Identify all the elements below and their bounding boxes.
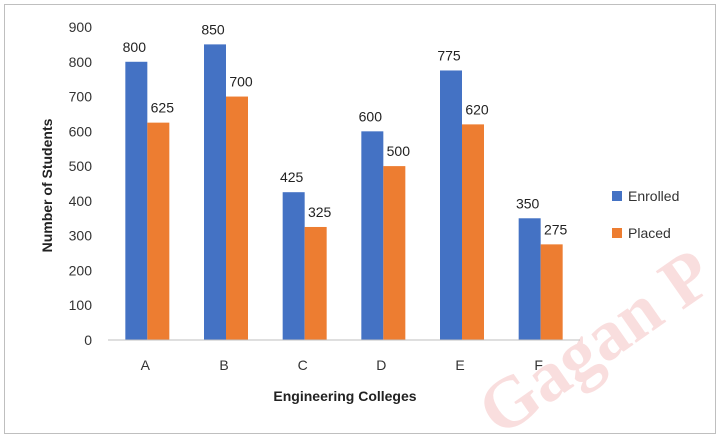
y-tick-label: 800 — [69, 54, 93, 70]
data-label-placed-f: 275 — [544, 221, 568, 237]
data-label-placed-c: 325 — [308, 204, 332, 220]
legend-label-placed: Placed — [628, 225, 671, 241]
bar-enrolled-f — [518, 218, 541, 340]
legend-label-enrolled: Enrolled — [628, 188, 679, 204]
bar-enrolled-c — [282, 192, 305, 340]
x-tick-label: F — [534, 357, 543, 373]
data-label-placed-a: 625 — [151, 100, 175, 116]
y-tick-label: 300 — [69, 228, 93, 244]
legend-swatch-placed — [612, 228, 622, 238]
bar-enrolled-b — [204, 44, 226, 341]
data-label-enrolled-e: 775 — [437, 47, 461, 63]
data-label-enrolled-c: 425 — [280, 169, 304, 185]
x-axis-title: Engineering Colleges — [273, 388, 416, 404]
bar-placed-a — [147, 122, 170, 340]
bar-enrolled-d — [361, 131, 384, 340]
x-tick-label: E — [455, 357, 464, 373]
data-label-enrolled-b: 850 — [201, 21, 225, 37]
bar-placed-f — [540, 244, 563, 340]
y-tick-label: 900 — [69, 19, 93, 35]
x-axis-ticks: A B C D E F — [141, 357, 543, 373]
watermark: Gagan P — [463, 233, 722, 438]
x-tick-label: D — [376, 357, 386, 373]
y-tick-label: 700 — [69, 89, 93, 105]
data-label-enrolled-f: 350 — [516, 195, 540, 211]
bar-placed-c — [304, 226, 327, 340]
y-tick-label: 400 — [69, 193, 93, 209]
legend: Enrolled Placed — [612, 188, 679, 241]
bar-placed-e — [462, 124, 484, 340]
bar-placed-b — [226, 96, 248, 340]
y-tick-label: 200 — [69, 262, 93, 278]
bar-placed-d — [383, 166, 406, 340]
bar-enrolled-e — [440, 70, 462, 340]
data-label-enrolled-a: 800 — [123, 39, 147, 55]
data-label-placed-b: 700 — [229, 74, 253, 90]
x-tick-label: A — [141, 357, 151, 373]
x-tick-label: B — [219, 357, 228, 373]
legend-swatch-enrolled — [612, 191, 622, 201]
y-tick-label: 500 — [69, 158, 93, 174]
y-tick-label: 0 — [84, 332, 92, 348]
y-axis-ticks: 0 100 200 300 400 500 600 700 800 900 — [69, 19, 93, 348]
x-tick-label: C — [298, 357, 308, 373]
chart-frame — [4, 4, 716, 434]
y-axis-title: Number of Students — [39, 118, 55, 252]
data-label-placed-d: 500 — [387, 143, 411, 159]
y-tick-label: 100 — [69, 297, 93, 313]
y-tick-label: 600 — [69, 123, 93, 139]
data-label-placed-e: 620 — [465, 101, 489, 117]
bar-enrolled-a — [125, 61, 148, 341]
bars-group — [125, 44, 563, 341]
data-label-enrolled-d: 600 — [359, 108, 383, 124]
